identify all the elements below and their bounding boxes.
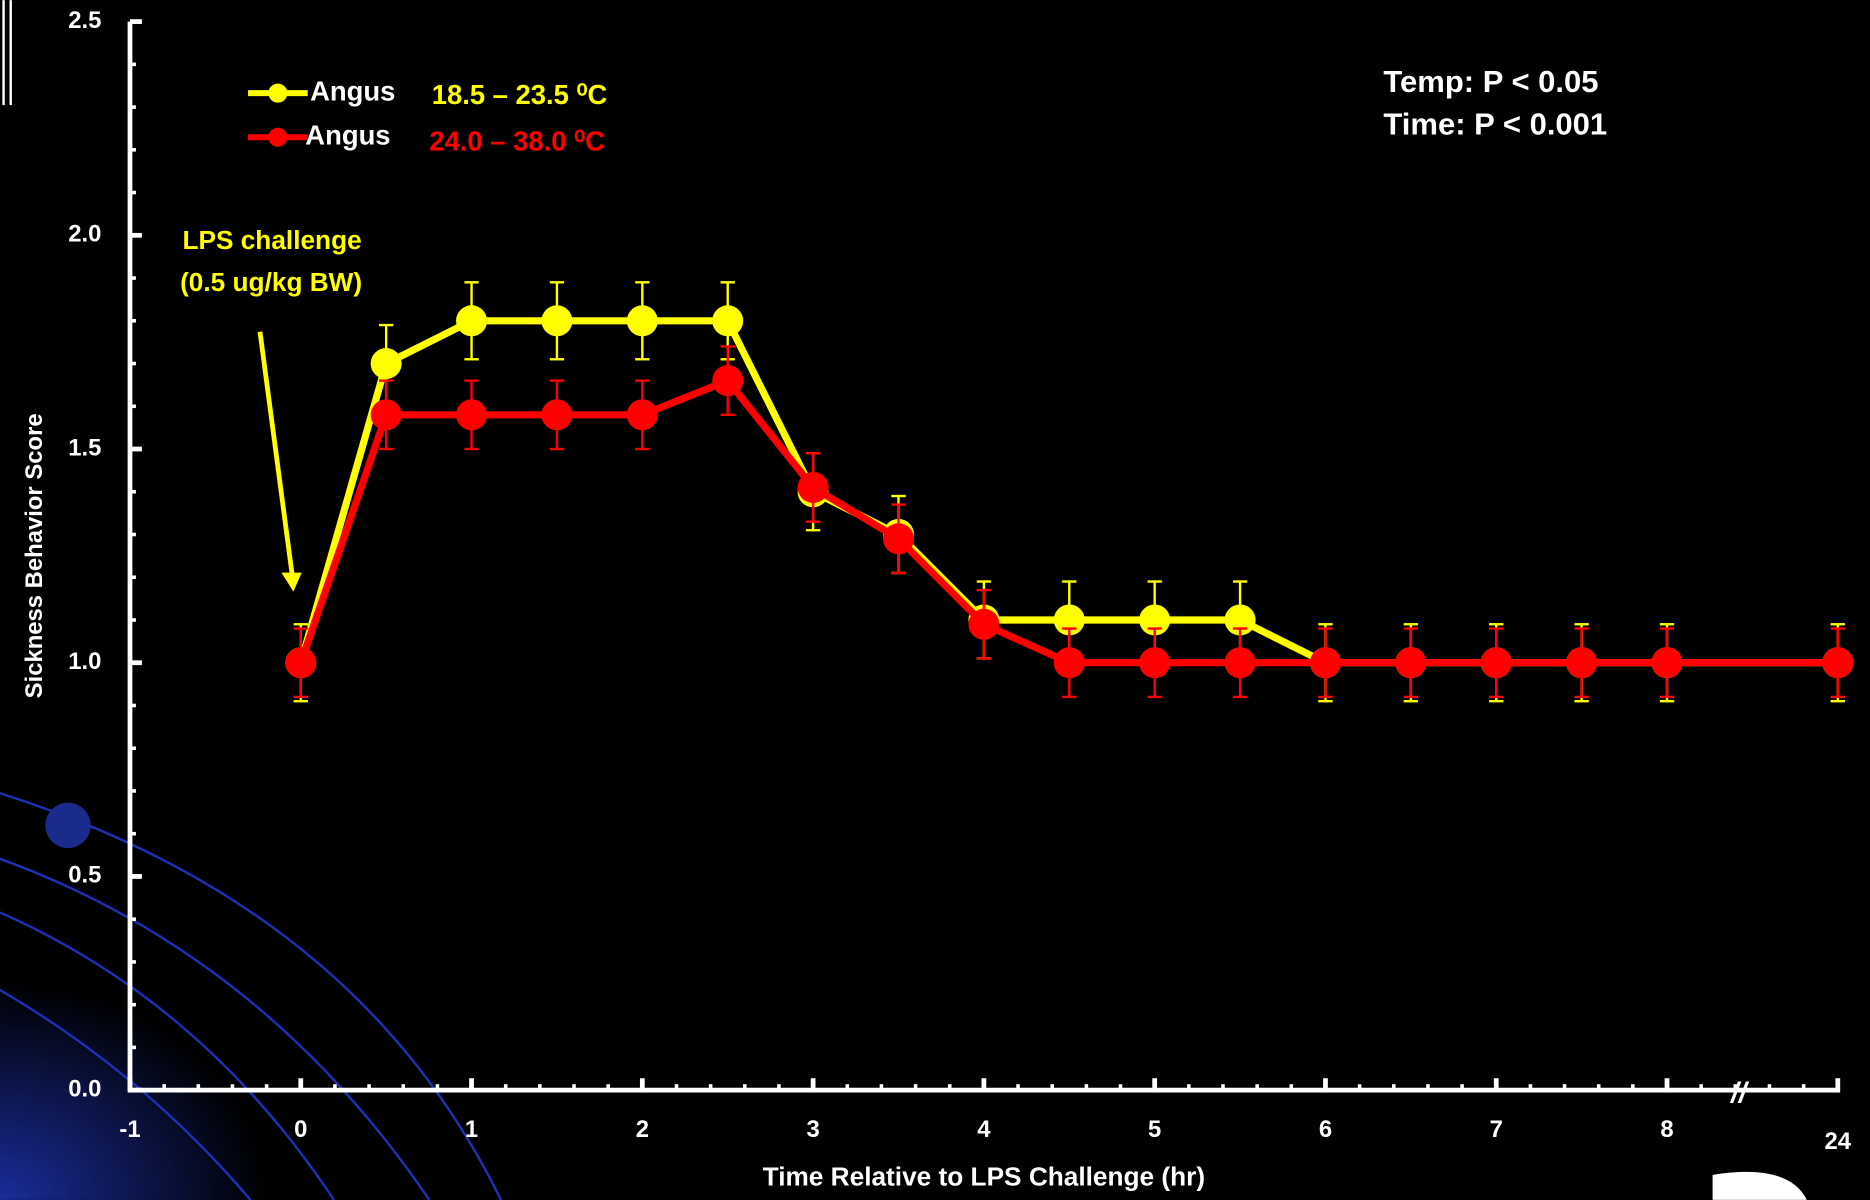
point [1139,604,1171,636]
x-tick-label: 4 [977,1116,991,1143]
point [712,365,744,397]
decor-dot [45,802,91,849]
x-tick-label: 5 [1148,1116,1161,1143]
y-tick-label: 1.5 [68,434,101,461]
annotation: (0.5 ug/kg BW) [180,267,362,297]
annotation: LPS challenge [182,225,361,255]
legend-label: Angus [305,120,390,151]
point [1309,647,1341,679]
background-glow [0,715,597,1200]
point [370,399,402,431]
decor-shape [1712,1171,1807,1200]
point [797,471,829,503]
point [626,305,658,337]
point [1480,647,1512,679]
legend-condition: 18.5 – 23.5 ⁰C [432,79,608,110]
y-tick-label: 2.0 [68,221,101,248]
point [1224,604,1256,636]
stats-text: Time: P < 0.001 [1383,107,1607,142]
point [968,608,1000,640]
point [883,523,915,555]
point [1139,647,1171,679]
point [1566,647,1598,679]
x-tick-label: 0 [294,1116,307,1143]
legend-label: Angus [310,75,395,106]
legend-marker [268,127,288,147]
y-tick-label: 0.5 [68,862,101,889]
stats-text: Temp: P < 0.05 [1383,64,1598,99]
y-axis-label: Sickness Behavior Score [21,413,48,698]
x-tick-label: -1 [119,1116,140,1143]
point [541,399,573,431]
decor-lines [2,0,12,106]
point [1053,604,1085,636]
decor-curves [0,792,502,1200]
point [541,305,573,337]
point [456,305,488,337]
point [1651,647,1683,679]
point [456,399,488,431]
series [285,345,1854,699]
point [626,399,658,431]
x-tick-label: 1 [465,1116,478,1143]
legend-condition: 24.0 – 38.0 ⁰C [429,125,605,156]
x-axis-label: Time Relative to LPS Challenge (hr) [763,1161,1205,1191]
legend-marker [268,83,288,103]
point [1224,647,1256,679]
x-tick-label: 24 [1825,1128,1852,1155]
y-tick-label: 0.0 [68,1075,101,1102]
x-tick-label: 7 [1490,1116,1503,1143]
x-tick-label: 2 [636,1116,649,1143]
x-tick-label: 8 [1660,1116,1673,1143]
point [1822,647,1854,679]
annotation-arrowhead [281,572,302,592]
point [712,305,744,337]
point [285,647,317,679]
axis-break: // [1729,1077,1750,1109]
x-tick-label: 3 [806,1116,819,1143]
point [1053,647,1085,679]
y-tick-label: 2.5 [68,7,101,34]
point [1395,647,1427,679]
annotation-arrow [257,331,295,576]
point [370,348,402,380]
y-tick-label: 1.0 [68,648,101,675]
x-tick-label: 6 [1319,1116,1332,1143]
